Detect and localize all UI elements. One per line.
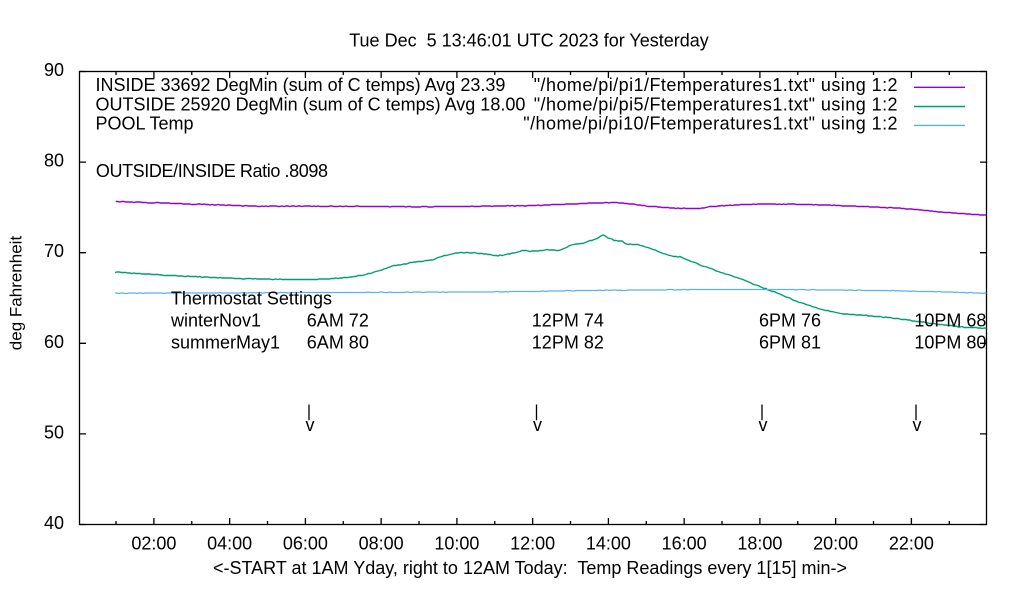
svg-text:6AM 72: 6AM 72 [307, 311, 369, 331]
svg-text:40: 40 [44, 513, 64, 533]
svg-text:"/home/pi/pi10/Ftemperatures1.: "/home/pi/pi10/Ftemperatures1.txt" using… [523, 114, 898, 134]
svg-text:60: 60 [44, 332, 64, 352]
svg-text:80: 80 [44, 151, 64, 171]
svg-text:50: 50 [44, 422, 64, 442]
svg-text:12:00: 12:00 [510, 534, 555, 554]
svg-text:04:00: 04:00 [207, 534, 252, 554]
svg-text:6PM 81: 6PM 81 [759, 332, 821, 352]
svg-text:20:00: 20:00 [813, 534, 858, 554]
svg-text:<-START at 1AM Yday, right to: <-START at 1AM Yday, right to 12AM Today… [213, 558, 847, 578]
svg-text:v: v [533, 415, 542, 435]
svg-text:deg Fahrenheit: deg Fahrenheit [6, 236, 25, 351]
svg-text:6PM 76: 6PM 76 [759, 311, 821, 331]
svg-text:OUTSIDE/INSIDE Ratio .8098: OUTSIDE/INSIDE Ratio .8098 [96, 161, 328, 181]
svg-text:v: v [759, 415, 768, 435]
svg-text:22:00: 22:00 [889, 534, 934, 554]
svg-text:OUTSIDE 25920 DegMin (sum of C: OUTSIDE 25920 DegMin (sum of C temps) Av… [96, 94, 526, 114]
svg-text:10PM 80: 10PM 80 [914, 332, 986, 352]
svg-text:v: v [913, 415, 922, 435]
svg-text:Thermostat Settings: Thermostat Settings [171, 289, 332, 309]
svg-text:90: 90 [44, 60, 64, 80]
svg-text:18:00: 18:00 [737, 534, 782, 554]
svg-text:02:00: 02:00 [131, 534, 176, 554]
svg-text:INSIDE 33692 DegMin (sum of C: INSIDE 33692 DegMin (sum of C temps) Avg… [96, 75, 506, 95]
svg-text:Tue Dec 5 13:46:01 UTC 2023 f: Tue Dec 5 13:46:01 UTC 2023 for Yesterda… [349, 31, 709, 51]
svg-text:70: 70 [44, 241, 64, 261]
svg-text:POOL Temp: POOL Temp [96, 114, 194, 134]
svg-text:06:00: 06:00 [283, 534, 328, 554]
svg-text:summerMay1: summerMay1 [171, 332, 280, 352]
svg-text:"/home/pi/pi5/Ftemperatures1.t: "/home/pi/pi5/Ftemperatures1.txt" using … [534, 94, 898, 114]
svg-text:12PM 82: 12PM 82 [532, 332, 604, 352]
svg-text:v: v [306, 415, 315, 435]
svg-text:10:00: 10:00 [434, 534, 479, 554]
svg-text:12PM 74: 12PM 74 [532, 311, 604, 331]
svg-text:10PM 68: 10PM 68 [914, 311, 986, 331]
svg-text:6AM 80: 6AM 80 [307, 332, 369, 352]
svg-text:14:00: 14:00 [586, 534, 631, 554]
svg-text:"/home/pi/pi1/Ftemperatures1.t: "/home/pi/pi1/Ftemperatures1.txt" using … [534, 75, 898, 95]
svg-text:16:00: 16:00 [662, 534, 707, 554]
svg-text:08:00: 08:00 [359, 534, 404, 554]
svg-text:winterNov1: winterNov1 [170, 311, 261, 331]
